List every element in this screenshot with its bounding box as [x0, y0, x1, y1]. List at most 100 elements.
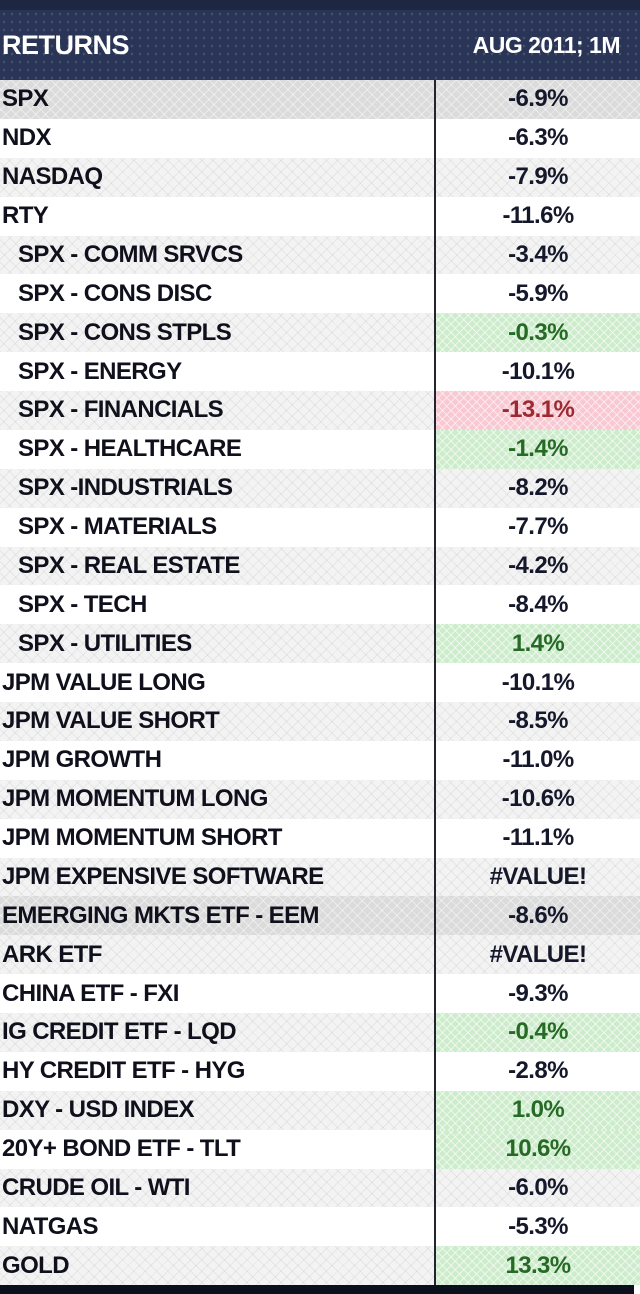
table-row[interactable]: NDX -6.3% — [0, 118, 640, 158]
table-row[interactable]: CHINA ETF - FXI -9.3% — [0, 974, 640, 1013]
row-label-cell[interactable]: SPX - MATERIALS — [0, 508, 434, 547]
row-value-cell[interactable]: -2.8% — [434, 1051, 640, 1091]
row-label-cell[interactable]: JPM VALUE LONG — [0, 663, 434, 702]
table-row[interactable]: NASDAQ -7.9% — [0, 157, 640, 197]
row-value-cell[interactable]: -6.9% — [434, 80, 640, 119]
table-row[interactable]: ARK ETF #VALUE! — [0, 935, 640, 975]
table-row[interactable]: IG CREDIT ETF - LQD -0.4% — [0, 1013, 640, 1052]
table-row[interactable]: JPM MOMENTUM SHORT -11.1% — [0, 818, 640, 858]
row-label-cell[interactable]: RTY — [0, 197, 434, 236]
row-label-cell[interactable]: NDX — [0, 119, 434, 158]
table-row[interactable]: EMERGING MKTS ETF - EEM -8.6% — [0, 896, 640, 936]
row-value-cell[interactable]: #VALUE! — [434, 935, 640, 975]
table-row[interactable]: JPM MOMENTUM LONG -10.6% — [0, 779, 640, 819]
row-value-cell[interactable]: -9.3% — [434, 974, 640, 1013]
row-label-cell[interactable]: JPM VALUE SHORT — [0, 702, 434, 741]
row-value-cell[interactable]: -0.4% — [434, 1013, 640, 1052]
table-row[interactable]: SPX - UTILITIES 1.4% — [0, 624, 640, 664]
row-value-cell[interactable]: -6.0% — [434, 1168, 640, 1208]
table-row[interactable]: GOLD 13.3% — [0, 1246, 640, 1286]
table-row[interactable]: SPX - ENERGY -10.1% — [0, 352, 640, 391]
row-label-cell[interactable]: DXY - USD INDEX — [0, 1091, 434, 1130]
row-value-cell[interactable]: -7.7% — [434, 507, 640, 547]
row-label-cell[interactable]: SPX - CONS DISC — [0, 274, 434, 313]
table-row[interactable]: RTY -11.6% — [0, 196, 640, 236]
row-label-cell[interactable]: SPX - ENERGY — [0, 352, 434, 391]
row-value-cell[interactable]: -13.1% — [434, 391, 640, 430]
row-value-cell[interactable]: -3.4% — [434, 235, 640, 275]
row-label-cell[interactable]: CHINA ETF - FXI — [0, 974, 434, 1013]
row-value-cell[interactable]: -8.6% — [434, 896, 640, 936]
row-label-cell[interactable]: EMERGING MKTS ETF - EEM — [0, 896, 434, 935]
table-row[interactable]: SPX -INDUSTRIALS -8.2% — [0, 468, 640, 508]
row-value-cell[interactable]: -5.9% — [434, 274, 640, 314]
row-label-cell[interactable]: JPM GROWTH — [0, 741, 434, 780]
row-label-cell[interactable]: SPX - HEALTHCARE — [0, 430, 434, 469]
table-row[interactable]: 20Y+ BOND ETF - TLT 10.6% — [0, 1129, 640, 1169]
row-value-cell[interactable]: -6.3% — [434, 118, 640, 158]
row-value-cell[interactable]: #VALUE! — [434, 857, 640, 897]
instrument-label: NATGAS — [2, 1212, 99, 1240]
row-value-cell[interactable]: -0.3% — [434, 313, 640, 353]
row-value-cell[interactable]: -8.2% — [434, 468, 640, 508]
row-label-cell[interactable]: GOLD — [0, 1246, 434, 1285]
table-row[interactable]: SPX - COMM SRVCS -3.4% — [0, 235, 640, 275]
row-label-cell[interactable]: HY CREDIT ETF - HYG — [0, 1052, 434, 1091]
row-value-cell[interactable]: -4.2% — [434, 546, 640, 586]
table-row[interactable]: JPM VALUE LONG -10.1% — [0, 663, 640, 702]
row-label-cell[interactable]: SPX - REAL ESTATE — [0, 547, 434, 586]
table-row[interactable]: JPM GROWTH -11.0% — [0, 740, 640, 780]
row-value-cell[interactable]: -8.5% — [434, 702, 640, 741]
row-value-cell[interactable]: -10.6% — [434, 779, 640, 819]
row-value-cell[interactable]: 13.3% — [434, 1246, 640, 1286]
row-value-cell[interactable]: -1.4% — [434, 429, 640, 469]
table-row[interactable]: SPX - REAL ESTATE -4.2% — [0, 546, 640, 586]
row-label-cell[interactable]: NASDAQ — [0, 158, 434, 197]
table-row[interactable]: CRUDE OIL - WTI -6.0% — [0, 1168, 640, 1208]
row-value-cell[interactable]: -11.0% — [434, 740, 640, 780]
row-label-cell[interactable]: ARK ETF — [0, 935, 434, 974]
row-value-cell[interactable]: -10.1% — [434, 663, 640, 702]
table-row[interactable]: SPX - FINANCIALS -13.1% — [0, 391, 640, 430]
table-row[interactable]: NATGAS -5.3% — [0, 1207, 640, 1247]
row-value-cell[interactable]: -5.3% — [434, 1207, 640, 1247]
row-label-cell[interactable]: SPX -INDUSTRIALS — [0, 469, 434, 508]
instrument-label: JPM MOMENTUM SHORT — [2, 824, 282, 852]
row-label-cell[interactable]: NATGAS — [0, 1207, 434, 1246]
row-value-cell[interactable]: 1.4% — [434, 624, 640, 664]
row-label-cell[interactable]: SPX — [0, 80, 434, 119]
table-row[interactable]: SPX - MATERIALS -7.7% — [0, 507, 640, 547]
instrument-label: SPX - COMM SRVCS — [18, 240, 243, 268]
row-label-cell[interactable]: JPM MOMENTUM LONG — [0, 780, 434, 819]
row-label-cell[interactable]: 20Y+ BOND ETF - TLT — [0, 1130, 434, 1169]
table-row[interactable]: SPX - TECH -8.4% — [0, 585, 640, 625]
row-label-cell[interactable]: SPX - FINANCIALS — [0, 391, 434, 430]
row-label-cell[interactable]: CRUDE OIL - WTI — [0, 1169, 434, 1208]
row-value-cell[interactable]: -11.1% — [434, 818, 640, 858]
row-label-cell[interactable]: JPM EXPENSIVE SOFTWARE — [0, 858, 434, 897]
row-value-cell[interactable]: 10.6% — [434, 1129, 640, 1169]
instrument-label: SPX - CONS STPLS — [18, 318, 232, 346]
row-label-cell[interactable]: JPM MOMENTUM SHORT — [0, 819, 434, 858]
row-label-cell[interactable]: SPX - CONS STPLS — [0, 313, 434, 352]
return-value: #VALUE! — [489, 940, 587, 968]
table-row[interactable]: SPX -6.9% — [0, 80, 640, 119]
return-value: -13.1% — [501, 396, 575, 424]
table-row[interactable]: DXY - USD INDEX 1.0% — [0, 1090, 640, 1130]
row-label-cell[interactable]: SPX - UTILITIES — [0, 624, 434, 663]
row-label-cell[interactable]: SPX - TECH — [0, 585, 434, 624]
table-row[interactable]: SPX - HEALTHCARE -1.4% — [0, 429, 640, 469]
row-label-cell[interactable]: IG CREDIT ETF - LQD — [0, 1013, 434, 1052]
table-row[interactable]: JPM VALUE SHORT -8.5% — [0, 702, 640, 741]
table-row[interactable]: JPM EXPENSIVE SOFTWARE #VALUE! — [0, 857, 640, 897]
table-row[interactable]: SPX - CONS STPLS -0.3% — [0, 313, 640, 353]
row-label-cell[interactable]: SPX - COMM SRVCS — [0, 236, 434, 275]
row-value-cell[interactable]: -8.4% — [434, 585, 640, 625]
return-value: -3.4% — [508, 240, 568, 268]
row-value-cell[interactable]: -11.6% — [434, 196, 640, 236]
row-value-cell[interactable]: -10.1% — [434, 352, 640, 391]
row-value-cell[interactable]: 1.0% — [434, 1090, 640, 1130]
table-row[interactable]: HY CREDIT ETF - HYG -2.8% — [0, 1051, 640, 1091]
table-row[interactable]: SPX - CONS DISC -5.9% — [0, 274, 640, 314]
row-value-cell[interactable]: -7.9% — [434, 157, 640, 197]
